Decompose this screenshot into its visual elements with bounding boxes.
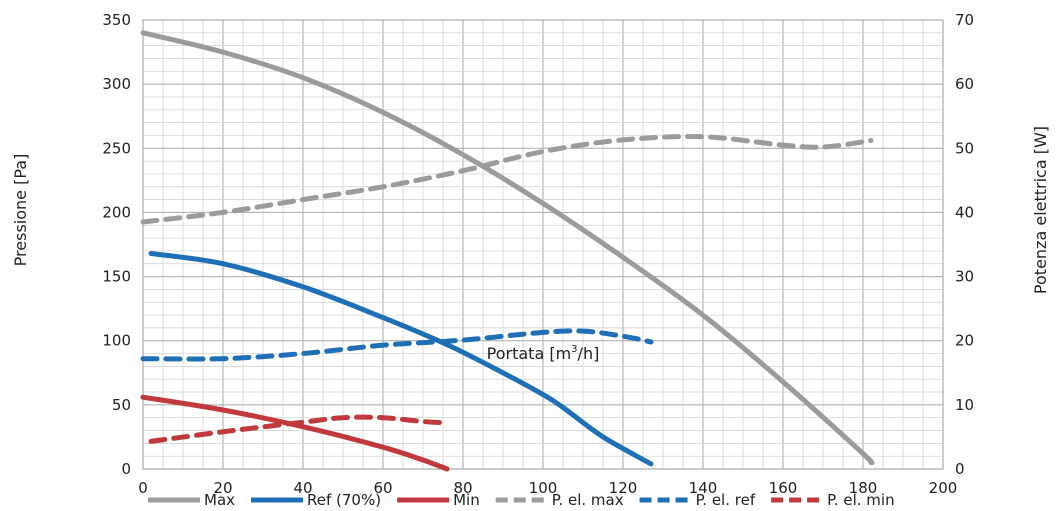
legend-label: Min bbox=[453, 491, 480, 509]
legend-item: P. el. ref bbox=[639, 491, 756, 509]
x-axis-title-sup: 3 bbox=[571, 344, 577, 355]
y2-tick-label: 60 bbox=[955, 75, 974, 93]
x-tick-label: 120 bbox=[609, 479, 638, 497]
series-layer bbox=[140, 30, 875, 472]
y-tick-label: 50 bbox=[112, 396, 131, 414]
legend-label: P. el. ref bbox=[696, 491, 756, 509]
y2-tick-label: 70 bbox=[955, 11, 974, 29]
legend-item: P. el. min bbox=[771, 491, 895, 509]
plot-frame bbox=[142, 19, 944, 470]
y-tick-label: 250 bbox=[102, 139, 131, 157]
y-axis-title: Pressione [Pa] bbox=[11, 154, 30, 267]
legend-item: Min bbox=[397, 491, 480, 509]
legend-label: P. el. min bbox=[827, 491, 894, 509]
y-tick-label: 300 bbox=[102, 75, 131, 93]
x-tick-label: 40 bbox=[293, 479, 312, 497]
x-axis-title-prefix: Portata [m bbox=[487, 344, 572, 363]
legend-label: Max bbox=[204, 491, 235, 509]
x-tick-label: 180 bbox=[849, 479, 878, 497]
y-tick-label: 150 bbox=[102, 268, 131, 286]
y-tick-label: 0 bbox=[121, 460, 131, 478]
y-tick-label: 350 bbox=[102, 11, 131, 29]
tick-labels: 0 20 40 60 80 100 120 140 160 180 2000501001502002… bbox=[102, 11, 974, 497]
legend-label: Ref (70%) bbox=[307, 491, 381, 509]
x-tick-label: 160 bbox=[769, 479, 798, 497]
legend-label: P. el. max bbox=[552, 491, 624, 509]
x-tick-label: 140 bbox=[689, 479, 718, 497]
y-tick-label: 200 bbox=[102, 203, 131, 221]
legend: Max Ref (70%) Min P. el. max P. el. ref P. el… bbox=[148, 491, 895, 509]
series-line-max bbox=[140, 30, 875, 466]
y-tick-label: 100 bbox=[102, 332, 131, 350]
x-axis-title: Portata [m3/h] bbox=[487, 344, 600, 363]
y2-tick-label: 50 bbox=[955, 139, 974, 157]
x-tick-label: 80 bbox=[453, 479, 472, 497]
y2-tick-label: 40 bbox=[955, 203, 974, 221]
y2-tick-label: 30 bbox=[955, 268, 974, 286]
x-tick-label: 0 bbox=[138, 479, 148, 497]
grid-layer bbox=[142, 19, 944, 470]
series-line-p-el-min bbox=[148, 414, 450, 444]
legend-item: Ref (70%) bbox=[251, 491, 381, 509]
x-tick-label: 200 bbox=[929, 479, 958, 497]
y2-tick-label: 10 bbox=[955, 396, 974, 414]
legend-item: Max bbox=[148, 491, 235, 509]
series-line-min bbox=[140, 394, 450, 472]
x-axis-title-suffix: /h] bbox=[578, 344, 600, 363]
y2-axis-title: Potenza elettrica [W] bbox=[1031, 126, 1050, 294]
x-tick-label: 20 bbox=[213, 479, 232, 497]
y2-tick-label: 0 bbox=[955, 460, 965, 478]
series-line-p-el-max bbox=[140, 134, 874, 225]
x-tick-label: 60 bbox=[373, 479, 392, 497]
y2-tick-label: 20 bbox=[955, 332, 974, 350]
series-line-ref-70 bbox=[148, 251, 654, 467]
series-line-p-el-ref bbox=[140, 328, 654, 362]
legend-item: P. el. max bbox=[495, 491, 624, 509]
x-tick-label: 100 bbox=[529, 479, 558, 497]
